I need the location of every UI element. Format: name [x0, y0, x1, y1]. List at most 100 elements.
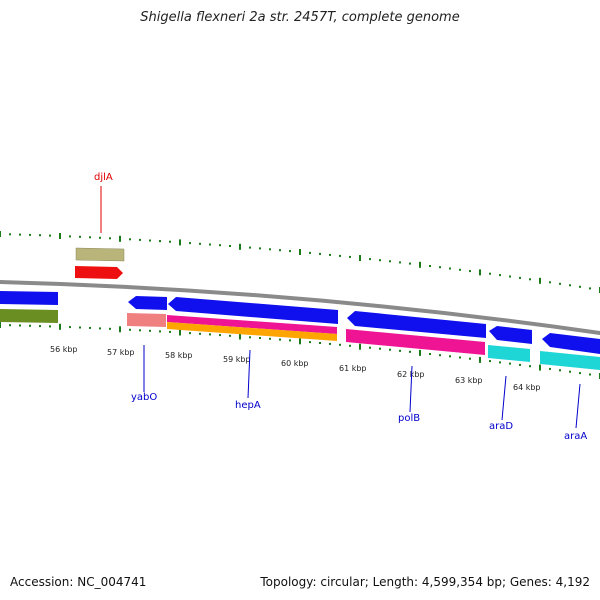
gene-feature-left-green[interactable]	[0, 309, 58, 323]
minor-tick	[279, 338, 281, 341]
gene-feature-polB[interactable]	[347, 311, 486, 338]
minor-tick	[499, 274, 501, 277]
major-tick	[299, 249, 301, 255]
minor-tick	[429, 353, 431, 355]
gene-feature-araD-blue[interactable]	[489, 326, 532, 344]
minor-tick	[399, 349, 401, 352]
gene-feature-araA[interactable]	[540, 351, 600, 370]
minor-tick	[29, 324, 31, 327]
minor-tick	[269, 248, 271, 251]
major-tick	[299, 338, 301, 345]
minor-tick	[259, 337, 261, 339]
minor-tick	[249, 246, 251, 249]
scale-label: 60 kbp	[281, 359, 309, 368]
minor-tick	[69, 326, 71, 329]
gene-feature-djlA[interactable]	[75, 266, 123, 279]
scale-label: 61 kbp	[339, 364, 367, 373]
minor-tick	[349, 255, 351, 258]
minor-tick	[159, 240, 161, 243]
minor-tick	[79, 326, 81, 329]
minor-tick	[449, 355, 451, 358]
inner-tick-ring	[0, 322, 600, 379]
minor-tick	[429, 265, 431, 267]
gene-label-yabO[interactable]: yabO	[131, 392, 157, 403]
gene-feature-olive[interactable]	[75, 247, 125, 262]
minor-tick	[339, 343, 341, 346]
minor-tick	[399, 261, 401, 264]
major-tick	[359, 343, 361, 350]
gene-label-djlA[interactable]: djlA	[94, 172, 113, 183]
minor-tick	[259, 247, 261, 250]
scale-label: 56 kbp	[50, 345, 78, 354]
gene-feature-left-blue[interactable]	[0, 291, 58, 305]
minor-tick	[109, 327, 111, 330]
minor-tick	[19, 233, 21, 236]
minor-tick	[569, 370, 571, 373]
minor-tick	[229, 245, 231, 247]
gene-feature-araD[interactable]	[488, 345, 530, 362]
major-tick	[59, 323, 61, 330]
minor-tick	[89, 326, 91, 329]
gene-feature-salmon[interactable]	[127, 313, 166, 327]
scale-label: 59 kbp	[223, 355, 251, 364]
minor-tick	[449, 267, 451, 270]
gene-feature-orange[interactable]	[167, 322, 337, 341]
gene-feature-magenta-1[interactable]	[167, 315, 337, 334]
gene-label-araD[interactable]: araD	[489, 421, 513, 432]
minor-tick	[329, 342, 331, 345]
gene-label-polB[interactable]: polB	[398, 413, 420, 424]
minor-tick	[19, 324, 21, 327]
minor-tick	[379, 347, 381, 350]
minor-tick	[459, 356, 461, 359]
major-tick	[119, 235, 121, 242]
gene-label-araA[interactable]: araA	[564, 431, 587, 442]
minor-tick	[579, 372, 581, 375]
major-tick	[239, 333, 241, 340]
minor-tick	[219, 244, 221, 247]
minor-tick	[409, 262, 411, 265]
minor-tick	[499, 361, 501, 364]
major-tick	[479, 269, 481, 276]
minor-tick	[409, 350, 411, 353]
minor-tick	[519, 276, 521, 279]
minor-tick	[319, 342, 321, 344]
gene-label-hepA[interactable]: hepA	[235, 400, 261, 411]
minor-tick	[289, 339, 291, 342]
minor-tick	[79, 235, 81, 238]
minor-tick	[9, 233, 11, 236]
minor-tick	[469, 357, 471, 360]
major-tick	[0, 322, 1, 328]
minor-tick	[269, 337, 271, 340]
minor-tick	[169, 330, 171, 333]
minor-tick	[129, 238, 131, 241]
gene-leaders	[100, 186, 581, 429]
gene-feature-magenta-2[interactable]	[346, 329, 485, 355]
minor-tick	[509, 275, 511, 278]
minor-tick	[439, 266, 441, 269]
major-tick	[119, 326, 121, 333]
minor-tick	[379, 259, 381, 262]
scale-label: 62 kbp	[397, 370, 425, 379]
minor-tick	[249, 336, 251, 339]
minor-tick	[329, 253, 331, 256]
minor-tick	[289, 250, 291, 253]
minor-tick	[389, 348, 391, 351]
gene-labels: djlA yabO hepA polB araD araA	[94, 172, 587, 442]
minor-tick	[219, 334, 221, 337]
minor-tick	[349, 344, 351, 347]
minor-tick	[529, 278, 531, 281]
major-tick	[539, 277, 541, 284]
minor-tick	[159, 330, 161, 333]
scale-label: 57 kbp	[107, 348, 135, 357]
minor-tick	[309, 341, 311, 344]
gene-feature-araA-blue[interactable]	[542, 333, 600, 354]
minor-tick	[519, 363, 521, 366]
gene-feature-blue-arrow-1[interactable]	[128, 296, 167, 310]
minor-tick	[189, 332, 191, 335]
minor-tick	[319, 252, 321, 255]
minor-tick	[549, 281, 551, 284]
minor-tick	[589, 373, 591, 376]
minor-tick	[129, 328, 131, 331]
gene-feature-hepA[interactable]	[168, 297, 338, 324]
scale-label: 63 kbp	[455, 376, 483, 385]
